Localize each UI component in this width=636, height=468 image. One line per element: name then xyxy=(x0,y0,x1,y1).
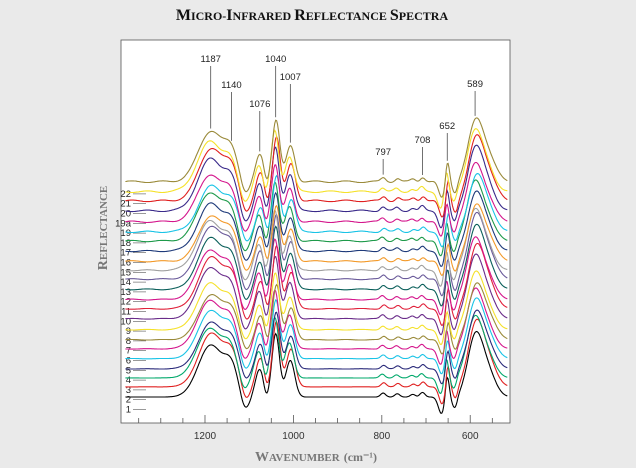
series-label-7: 7 xyxy=(126,346,131,357)
series-label-17: 17 xyxy=(120,248,131,259)
series-line-15 xyxy=(125,203,508,277)
peak-label-589: 589 xyxy=(467,79,483,90)
peak-label-1140: 1140 xyxy=(221,80,241,91)
x-tick-label: 1000 xyxy=(282,431,305,442)
series-label-15: 15 xyxy=(120,267,131,278)
series-label-1: 1 xyxy=(126,405,131,416)
peak-label-1187: 1187 xyxy=(201,54,221,65)
series-line-4 xyxy=(125,309,508,385)
x-axis-title: WAVENUMBER (cm⁻¹) xyxy=(255,450,377,465)
y-axis-title: REFLECTANCE xyxy=(96,186,111,271)
peak-label-1007: 1007 xyxy=(280,72,301,83)
peak-label-652: 652 xyxy=(439,121,455,132)
series-label-6: 6 xyxy=(126,356,131,367)
series-label-10: 10 xyxy=(120,316,131,327)
series-line-5 xyxy=(125,297,508,375)
series-label-4: 4 xyxy=(126,375,131,386)
series-line-9 xyxy=(125,253,508,336)
series-label-5: 5 xyxy=(126,365,131,376)
series-label-8: 8 xyxy=(126,336,131,347)
series-label-14: 14 xyxy=(120,277,131,288)
chart-title: MICRO-INFRARED REFLECTANCE SPECTRA xyxy=(176,7,449,24)
series-line-2 xyxy=(125,318,508,405)
plot-frame xyxy=(120,39,511,424)
series-line-16 xyxy=(125,190,508,268)
series-line-19a xyxy=(125,144,508,229)
series-line-19 xyxy=(125,161,508,237)
series-label-11: 11 xyxy=(121,307,131,318)
series-line-22 xyxy=(125,117,508,198)
series-line-1 xyxy=(125,330,508,415)
series-label-13: 13 xyxy=(120,287,131,298)
series-line-7 xyxy=(125,282,508,355)
series-label-19a: 19a xyxy=(115,218,132,229)
x-tick-label: 600 xyxy=(462,431,479,442)
series-label-16: 16 xyxy=(120,258,131,269)
series-line-18 xyxy=(125,173,508,248)
series-label-22: 22 xyxy=(120,189,131,200)
peak-label-1040: 1040 xyxy=(265,54,286,65)
peak-label-1076: 1076 xyxy=(249,99,270,110)
peak-label-797: 797 xyxy=(375,147,391,158)
series-label-9: 9 xyxy=(126,326,131,337)
series-line-10 xyxy=(125,242,508,327)
series-line-8 xyxy=(125,270,508,346)
x-tick-label: 1200 xyxy=(194,431,217,442)
series-label-3: 3 xyxy=(126,385,131,396)
peak-label-708: 708 xyxy=(415,135,431,146)
series-line-12 xyxy=(125,223,508,307)
series-label-2: 2 xyxy=(126,395,131,406)
series-label-18: 18 xyxy=(120,238,131,249)
series-line-13 xyxy=(125,211,508,297)
series-label-12: 12 xyxy=(120,297,131,308)
series-line-20 xyxy=(125,134,508,218)
series-label-20: 20 xyxy=(120,209,131,220)
series-label-19: 19 xyxy=(120,228,131,239)
x-tick-label: 800 xyxy=(373,431,390,442)
series-label-21: 21 xyxy=(120,199,131,210)
series-line-11 xyxy=(125,236,508,316)
